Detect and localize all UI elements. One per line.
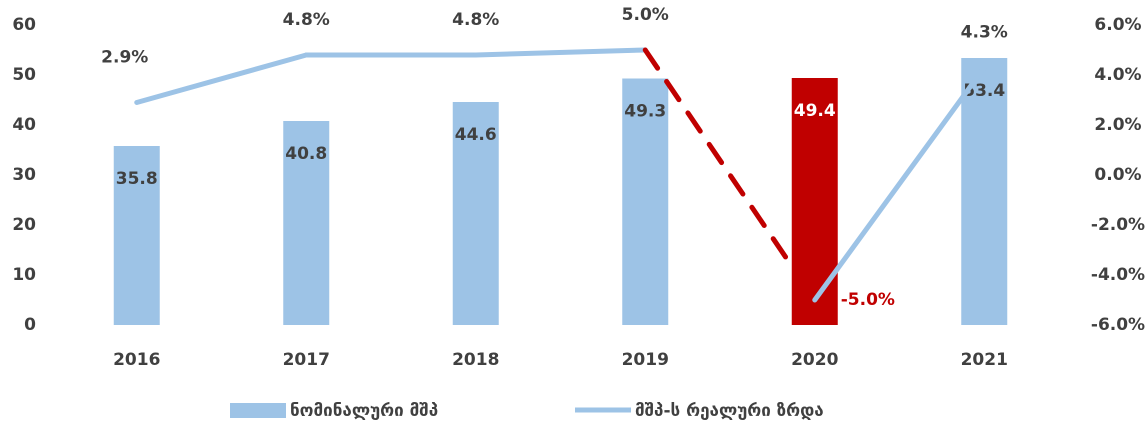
x-tick-label: 2016: [113, 350, 160, 370]
line-value-label: 4.3%: [961, 23, 1008, 43]
y-tick-label: 10: [12, 265, 36, 285]
line-segment: [642, 47, 818, 303]
y2-tick-label: 6.0%: [1094, 15, 1141, 35]
bar: [791, 78, 838, 325]
y-tick-label: 50: [12, 65, 36, 85]
y2-tick-label: 4.0%: [1094, 65, 1141, 85]
x-tick-label: 2021: [961, 350, 1008, 370]
bar-value-label: 49.4: [794, 101, 836, 121]
y-tick-label: 0: [24, 315, 36, 335]
legend-swatch: [230, 403, 286, 418]
bar-value-label: 35.8: [116, 169, 158, 189]
line-value-label: -5.0%: [841, 290, 895, 310]
bar-value-label: 44.6: [455, 125, 497, 145]
x-tick-label: 2020: [791, 350, 838, 370]
line-value-label: 5.0%: [622, 5, 669, 25]
line-value-label: 2.9%: [101, 48, 148, 68]
legend-label: მშპ-ს რეალური ზრდა: [635, 401, 824, 421]
legend-label: ნომინალური მშპ: [290, 401, 438, 421]
x-tick-label: 2017: [283, 350, 330, 370]
y-tick-label: 60: [12, 15, 36, 35]
bar: [961, 58, 1008, 325]
line-value-label: 4.8%: [283, 10, 330, 30]
y2-tick-label: -4.0%: [1091, 265, 1145, 285]
line-segment: [134, 52, 309, 105]
line-segment: [473, 47, 648, 58]
y2-tick-label: 2.0%: [1094, 115, 1141, 135]
bar: [283, 121, 330, 325]
line-segment: [812, 65, 987, 303]
y2-tick-label: -6.0%: [1091, 315, 1145, 335]
line-value-label: 4.8%: [452, 10, 499, 30]
y2-tick-label: 0.0%: [1094, 165, 1141, 185]
y-tick-label: 40: [12, 115, 36, 135]
bar: [452, 102, 499, 325]
bar: [622, 78, 669, 325]
y-tick-label: 30: [12, 165, 36, 185]
y-tick-label: 20: [12, 215, 36, 235]
y2-tick-label: -2.0%: [1091, 215, 1145, 235]
bar-value-label: 49.3: [624, 102, 666, 122]
x-tick-label: 2018: [452, 350, 499, 370]
x-tick-label: 2019: [622, 350, 669, 370]
bar: [113, 146, 160, 325]
bar-value-label: 40.8: [285, 144, 327, 164]
